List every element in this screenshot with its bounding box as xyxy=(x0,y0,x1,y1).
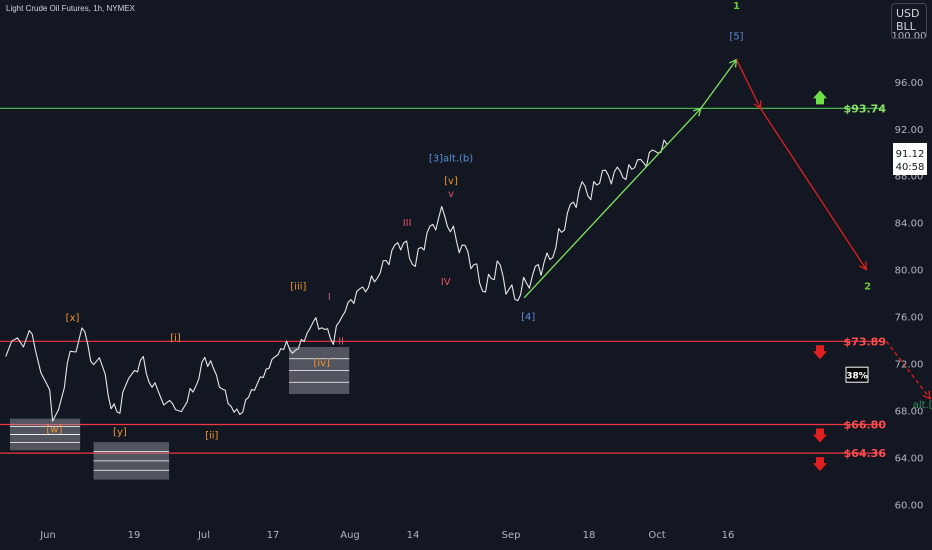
current-price-label: 91.12 xyxy=(896,149,925,160)
wave-label-7: [4] xyxy=(521,312,535,323)
wave-label-3: [v] xyxy=(444,176,458,187)
wave-label-9: I xyxy=(328,292,331,303)
wave-label-6: IV xyxy=(441,277,451,288)
wave-label-17: 2 xyxy=(864,282,871,293)
y-tick-10: 60.00 xyxy=(895,500,924,511)
wave-label-18: alt.[2] xyxy=(913,400,932,411)
wave-label-14: [w] xyxy=(46,425,62,436)
x-tick-7: 18 xyxy=(583,530,596,541)
x-tick-6: Sep xyxy=(502,530,521,541)
level-label-2: $66.80 xyxy=(844,418,887,431)
time-axis[interactable]: Jun 19 Jul 17 Aug 14 Sep 18 Oct 16 xyxy=(39,530,734,541)
price-axis[interactable]: 100.00 96.00 92.00 88.00 84.00 80.00 76.00 72.0… xyxy=(892,31,927,511)
projection-line-4 xyxy=(885,340,931,400)
arrow-down-icon xyxy=(813,457,827,472)
projection-arrowhead-3 xyxy=(859,261,868,271)
wave-label-11: [iv] xyxy=(314,358,331,369)
wave-label-2: [3]alt.(b) xyxy=(429,154,473,165)
wave-label-5: III xyxy=(403,218,412,229)
wave-label-10: II xyxy=(338,337,344,348)
y-tick-7: 72.00 xyxy=(895,359,924,370)
price-box-bg xyxy=(893,143,927,175)
wave-projections xyxy=(523,58,931,400)
wave-label-8: [iii] xyxy=(290,282,306,293)
x-tick-2: Jul xyxy=(197,530,210,541)
currency-line-1: USD xyxy=(896,7,920,20)
wave-label-4: v xyxy=(448,189,454,200)
y-tick-0: 100.00 xyxy=(892,31,927,42)
wave-label-16: [ii] xyxy=(205,431,218,442)
x-tick-1: 19 xyxy=(128,530,141,541)
price-line xyxy=(5,139,668,422)
current-price-box: 91.12 40:58 xyxy=(893,143,927,175)
price-series xyxy=(5,139,668,422)
currency-line-2: BLL xyxy=(896,20,916,33)
price-levels: $93.74 $73.89 $66.80 $64.36 xyxy=(0,90,887,472)
target-boxes xyxy=(9,347,350,480)
x-tick-8: Oct xyxy=(648,530,665,541)
arrow-up-icon xyxy=(813,90,827,105)
currency-selector[interactable]: USD BLL xyxy=(891,3,927,39)
percent-badge-label: 38% xyxy=(846,372,868,382)
projection-arrowhead-1 xyxy=(728,58,738,68)
wave-label-13: [i] xyxy=(170,333,181,344)
projection-arrowhead-4 xyxy=(922,390,931,400)
y-tick-8: 68.00 xyxy=(895,406,924,417)
x-tick-3: 17 xyxy=(267,530,280,541)
level-label-1: $73.89 xyxy=(844,335,886,348)
countdown-label: 40:58 xyxy=(896,162,925,173)
projection-line-0 xyxy=(523,107,702,299)
x-tick-4: Aug xyxy=(340,530,360,541)
wave-label-15: [y] xyxy=(113,427,127,438)
projection-line-3 xyxy=(759,108,867,270)
y-tick-1: 96.00 xyxy=(895,78,924,89)
x-tick-5: 14 xyxy=(407,530,420,541)
projection-line-1 xyxy=(700,59,738,109)
y-tick-2: 92.00 xyxy=(895,125,924,136)
symbol-title: Light Crude Oil Futures, 1h, NYMEX xyxy=(6,4,135,13)
wave-labels: 1[5][3]alt.(b)[v]vIIIIV[4][iii]III[iv][x… xyxy=(46,1,932,441)
y-tick-3: 88.00 xyxy=(895,172,924,183)
x-tick-9: 16 xyxy=(722,530,735,541)
x-tick-0: Jun xyxy=(39,530,56,541)
y-tick-9: 64.00 xyxy=(895,453,924,464)
percent-badge xyxy=(845,366,869,383)
level-label-0: $93.74 xyxy=(844,102,887,115)
y-tick-4: 84.00 xyxy=(895,219,924,230)
arrow-down-icon xyxy=(813,428,827,443)
y-tick-6: 76.00 xyxy=(895,313,924,324)
y-tick-5: 80.00 xyxy=(895,266,924,277)
level-label-3: $64.36 xyxy=(844,447,887,460)
arrow-down-icon xyxy=(813,345,827,360)
wave-label-12: [x] xyxy=(66,313,80,324)
wave-label-1: [5] xyxy=(729,32,743,43)
projection-line-2 xyxy=(735,59,762,109)
wave-label-0: 1 xyxy=(733,1,740,12)
